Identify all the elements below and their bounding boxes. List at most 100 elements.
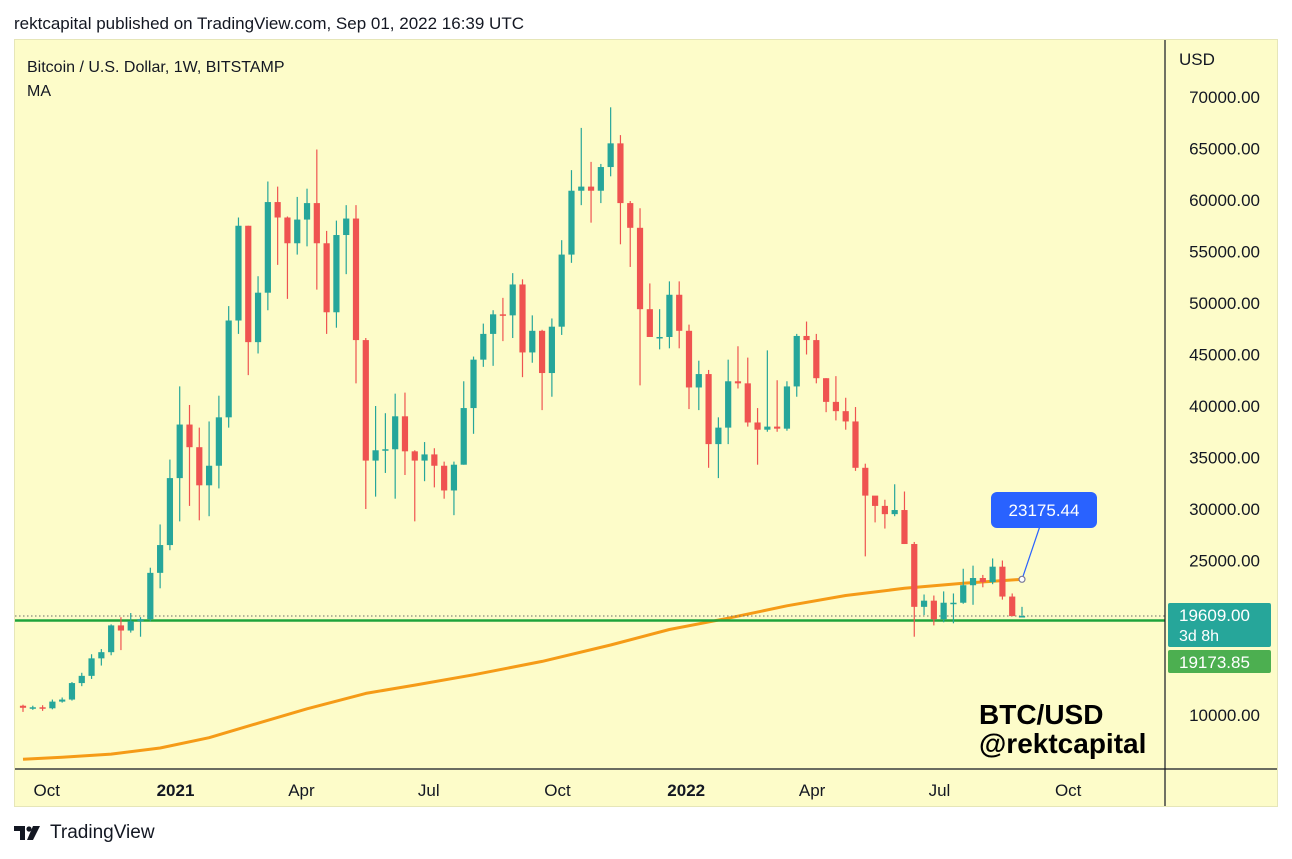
candle-body[interactable] bbox=[519, 284, 526, 353]
candle-body[interactable] bbox=[685, 330, 693, 388]
price-callout-box[interactable] bbox=[991, 492, 1097, 528]
candle-body[interactable] bbox=[157, 545, 164, 573]
candle-body[interactable] bbox=[225, 320, 232, 418]
candle-body[interactable] bbox=[715, 427, 722, 445]
candle-body[interactable] bbox=[274, 202, 281, 218]
candle-body[interactable] bbox=[147, 572, 154, 620]
candle-body[interactable] bbox=[470, 359, 477, 409]
candle-body[interactable] bbox=[950, 602, 957, 605]
candle-body[interactable] bbox=[333, 235, 340, 313]
candle-body[interactable] bbox=[78, 675, 85, 684]
candle-body[interactable] bbox=[568, 190, 575, 255]
candle-body[interactable] bbox=[695, 374, 702, 388]
candle-body[interactable] bbox=[49, 701, 56, 709]
candle-body[interactable] bbox=[607, 143, 614, 168]
candle-body[interactable] bbox=[480, 333, 487, 360]
candle-body[interactable] bbox=[88, 658, 95, 676]
candle-body[interactable] bbox=[960, 585, 967, 603]
candle-body[interactable] bbox=[734, 381, 742, 384]
candle-body[interactable] bbox=[284, 217, 291, 244]
candle-body[interactable] bbox=[401, 416, 409, 452]
candle-body[interactable] bbox=[725, 381, 732, 428]
candle-body[interactable] bbox=[891, 510, 898, 515]
candle-body[interactable] bbox=[823, 378, 830, 402]
candle-body[interactable] bbox=[313, 203, 320, 244]
candle-body[interactable] bbox=[783, 386, 791, 429]
candle-body[interactable] bbox=[59, 699, 66, 702]
candle-body[interactable] bbox=[940, 602, 947, 620]
candle-body[interactable] bbox=[548, 326, 555, 374]
candle-body[interactable] bbox=[411, 451, 418, 461]
candle-body[interactable] bbox=[108, 625, 115, 653]
candle-body[interactable] bbox=[254, 292, 262, 343]
candle-body[interactable] bbox=[558, 254, 565, 327]
candle-body[interactable] bbox=[538, 330, 546, 374]
candle-body[interactable] bbox=[705, 374, 712, 445]
candle-body[interactable] bbox=[68, 683, 76, 700]
candle-body[interactable] bbox=[764, 426, 771, 430]
candle-body[interactable] bbox=[392, 416, 399, 450]
candle-body[interactable] bbox=[744, 383, 751, 423]
candle-body[interactable] bbox=[911, 544, 918, 607]
price-chart[interactable]: 23175.44 19609.00 3d 8h 19173.85 USD 10000.0… bbox=[15, 40, 1277, 806]
candle-body[interactable] bbox=[656, 336, 663, 339]
candle-body[interactable] bbox=[627, 203, 634, 228]
candle-body[interactable] bbox=[441, 465, 448, 491]
candle-body[interactable] bbox=[901, 510, 908, 545]
candle-body[interactable] bbox=[499, 314, 507, 316]
candle-body[interactable] bbox=[117, 625, 125, 631]
candle-body[interactable] bbox=[793, 335, 800, 387]
candle-body[interactable] bbox=[235, 225, 242, 321]
candle-body[interactable] bbox=[431, 454, 438, 466]
candle-body[interactable] bbox=[19, 705, 27, 708]
candle-body[interactable] bbox=[450, 464, 458, 491]
candle-body[interactable] bbox=[127, 621, 134, 631]
candle-body[interactable] bbox=[666, 294, 673, 337]
candle-body[interactable] bbox=[852, 421, 859, 468]
candle-body[interactable] bbox=[529, 330, 536, 353]
candle-body[interactable] bbox=[578, 186, 585, 191]
candle-body[interactable] bbox=[774, 426, 781, 429]
candle-body[interactable] bbox=[343, 218, 350, 236]
candle-body[interactable] bbox=[754, 422, 761, 430]
candle-body[interactable] bbox=[930, 600, 937, 620]
candle-body[interactable] bbox=[842, 411, 849, 422]
candle-body[interactable] bbox=[137, 619, 144, 622]
chart-container[interactable]: 23175.44 19609.00 3d 8h 19173.85 USD 10000.0… bbox=[14, 39, 1278, 807]
candle-body[interactable] bbox=[460, 408, 467, 465]
candle-body[interactable] bbox=[676, 294, 683, 331]
candle-body[interactable] bbox=[862, 467, 869, 496]
candle-body[interactable] bbox=[490, 314, 497, 334]
candle-body[interactable] bbox=[1009, 596, 1016, 617]
candle-body[interactable] bbox=[587, 186, 595, 191]
candle-body[interactable] bbox=[646, 309, 653, 337]
candle-body[interactable] bbox=[205, 465, 213, 486]
candle-body[interactable] bbox=[264, 202, 271, 293]
candle-body[interactable] bbox=[372, 450, 379, 461]
candle-body[interactable] bbox=[617, 143, 624, 204]
candle-body[interactable] bbox=[989, 566, 996, 583]
candle-body[interactable] bbox=[323, 243, 330, 313]
candle-body[interactable] bbox=[362, 340, 369, 461]
candle-body[interactable] bbox=[979, 578, 986, 583]
candle-body[interactable] bbox=[920, 600, 928, 607]
candle-body[interactable] bbox=[881, 505, 888, 515]
candle-body[interactable] bbox=[1018, 616, 1026, 618]
candle-body[interactable] bbox=[245, 225, 252, 343]
candle-body[interactable] bbox=[509, 284, 516, 316]
candle-body[interactable] bbox=[186, 424, 193, 448]
candle-body[interactable] bbox=[196, 447, 203, 486]
candle-body[interactable] bbox=[597, 167, 604, 191]
candle-body[interactable] bbox=[166, 478, 174, 546]
candle-body[interactable] bbox=[294, 219, 301, 244]
candle-body[interactable] bbox=[421, 454, 428, 461]
candle-body[interactable] bbox=[636, 227, 644, 310]
candle-body[interactable] bbox=[969, 578, 977, 586]
candle-body[interactable] bbox=[999, 566, 1006, 597]
candle-body[interactable] bbox=[215, 417, 222, 466]
candle-body[interactable] bbox=[803, 335, 810, 341]
candle-body[interactable] bbox=[303, 203, 311, 220]
candle-body[interactable] bbox=[382, 449, 389, 451]
candle-body[interactable] bbox=[832, 401, 840, 412]
candle-body[interactable] bbox=[98, 652, 105, 659]
